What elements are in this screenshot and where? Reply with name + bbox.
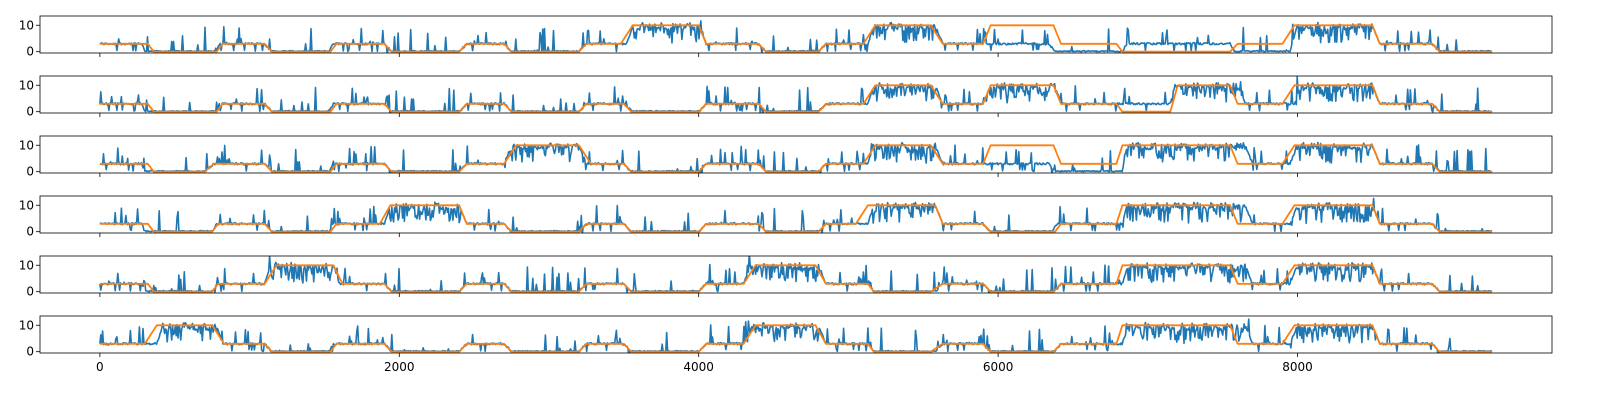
- axes-root: 0 10 0 10 0 10 0 10 0 10 0 10 0 2000 4000 6000 8000: [19, 15, 1553, 374]
- x-tick-label: 6000: [983, 360, 1014, 374]
- series-line-2: [99, 264, 1493, 293]
- y-tick-label: 10: [19, 18, 34, 32]
- y-tick-label: 10: [19, 318, 34, 332]
- axes-frame: [39, 315, 1553, 354]
- axes-frame: [39, 75, 1553, 114]
- y-tick-label: 10: [19, 138, 34, 152]
- series-line-2: [99, 84, 1493, 113]
- y-tick-label: 10: [19, 78, 34, 92]
- subplot-1: 0 10: [19, 15, 1553, 59]
- subplot-6: 0 10 0 2000 4000 6000 8000: [19, 315, 1553, 374]
- x-tick-label: 4000: [683, 360, 714, 374]
- series-line-2: [99, 144, 1493, 173]
- axes-frame: [39, 255, 1553, 294]
- axes-frame: [39, 15, 1553, 54]
- y-tick-label: 10: [19, 198, 34, 212]
- x-tick-label: 8000: [1282, 360, 1313, 374]
- axes-frame: [39, 135, 1553, 174]
- series-line-2: [99, 324, 1493, 353]
- x-tick-label: 0: [96, 360, 104, 374]
- subplot-5: 0 10: [19, 255, 1553, 299]
- y-tick-label: 0: [26, 45, 34, 59]
- y-tick-label: 0: [26, 105, 34, 119]
- x-tick-label: 2000: [384, 360, 415, 374]
- series-line-1: [99, 256, 1493, 293]
- subplot-2: 0 10: [19, 75, 1553, 119]
- subplot-3: 0 10: [19, 135, 1553, 179]
- y-tick-label: 10: [19, 258, 34, 272]
- y-tick-label: 0: [26, 345, 34, 359]
- y-tick-label: 0: [26, 225, 34, 239]
- series-line-2: [99, 24, 1493, 53]
- y-tick-label: 0: [26, 285, 34, 299]
- y-tick-label: 0: [26, 165, 34, 179]
- axes-frame: [39, 195, 1553, 234]
- series-line-2: [99, 204, 1493, 233]
- subplot-4: 0 10: [19, 195, 1553, 239]
